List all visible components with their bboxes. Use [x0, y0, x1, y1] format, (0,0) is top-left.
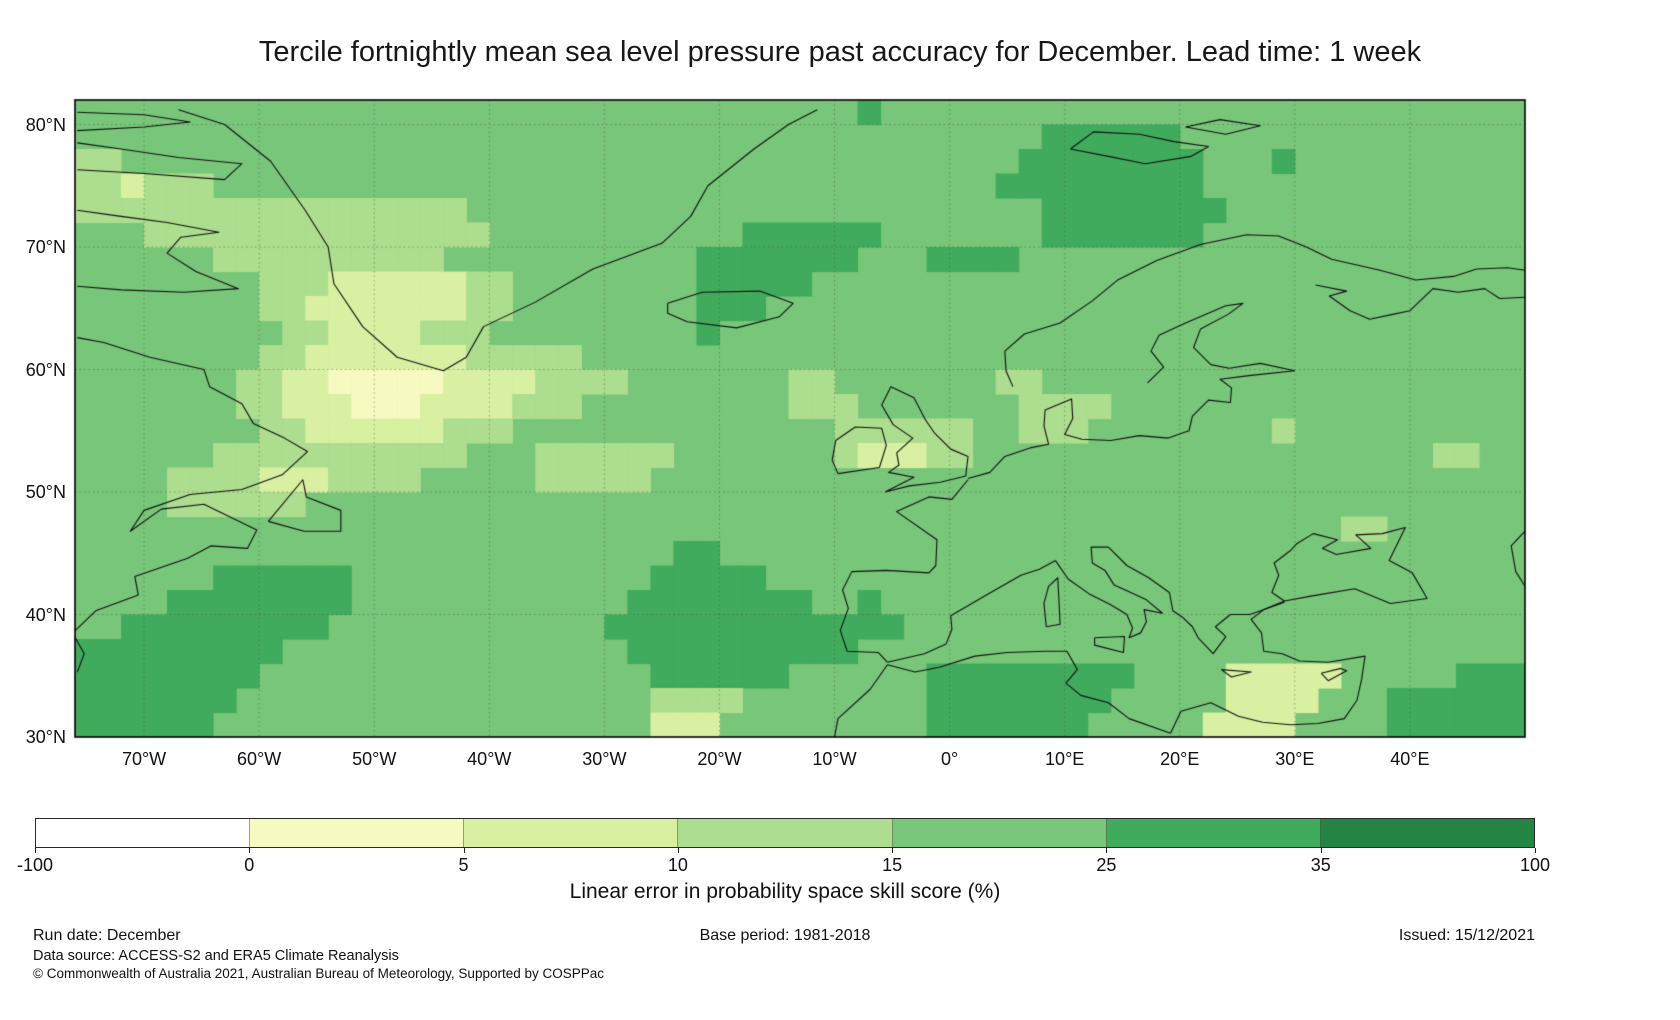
lon-tick-label: 30°E: [1275, 749, 1315, 769]
lon-tick-label: 70°W: [121, 749, 167, 769]
base-period-text: Base period: 1981-2018: [699, 927, 871, 944]
colorbar-tick-label: 10: [667, 855, 688, 875]
lon-tick-label: 0°: [940, 749, 959, 769]
lat-tick-label: 80°N: [25, 114, 66, 135]
colorbar-caption: Linear error in probability space skill …: [569, 880, 1001, 903]
lon-tick-label: 20°E: [1160, 749, 1200, 769]
colorbar-tick-mark: [249, 848, 251, 853]
colorbar-tick-mark: [677, 848, 679, 853]
colorbar-segment: [1320, 819, 1534, 847]
colorbar-segment: [1106, 819, 1321, 847]
colorbar-tick-label: 25: [1096, 855, 1117, 875]
lat-tick-label: 70°N: [25, 237, 66, 257]
colorbar-tick-mark: [1535, 848, 1536, 853]
run-date-text: Run date: December: [33, 927, 181, 944]
lon-tick-label: 30°W: [582, 749, 627, 769]
issued-text: Issued: 15/12/2021: [1398, 927, 1535, 944]
lon-tick-label: 40°W: [467, 749, 512, 769]
colorbar-tick-mark: [35, 848, 36, 853]
colorbar-tick-label: -100: [16, 855, 54, 875]
lon-tick-label: 50°W: [352, 749, 397, 769]
lat-tick-label: 60°N: [25, 359, 66, 380]
colorbar-tick-mark: [892, 848, 894, 853]
colorbar: [35, 818, 1535, 848]
data-source-text: Data source: ACCESS-S2 and ERA5 Climate …: [33, 948, 399, 964]
colorbar-tick-mark: [1106, 848, 1108, 853]
colorbar-segment: [678, 819, 893, 847]
lon-tick-label: 10°E: [1045, 749, 1085, 769]
colorbar-tick-mark: [463, 848, 465, 853]
colorbar-tick-label: 15: [882, 855, 903, 875]
lat-tick-label: 50°N: [25, 482, 66, 502]
colorbar-segment: [36, 819, 251, 847]
lon-tick-label: 40°E: [1390, 749, 1430, 769]
copyright-text: © Commonwealth of Australia 2021, Austra…: [33, 966, 605, 981]
colorbar-tick-label: 0: [244, 855, 255, 875]
colorbar-tick-label: 35: [1310, 855, 1331, 875]
colorbar-tick-label: 100: [1519, 855, 1551, 875]
colorbar-segment: [892, 819, 1107, 847]
lon-tick-label: 60°W: [237, 749, 282, 769]
colorbar-tick-mark: [1320, 848, 1322, 853]
colorbar-segment: [250, 819, 465, 847]
lon-tick-label: 20°W: [697, 749, 742, 769]
lon-tick-label: 10°W: [812, 749, 857, 769]
colorbar-segment: [464, 819, 679, 847]
lat-tick-label: 40°N: [25, 604, 66, 625]
lat-tick-label: 30°N: [25, 727, 66, 747]
colorbar-tick-label: 5: [458, 855, 469, 875]
